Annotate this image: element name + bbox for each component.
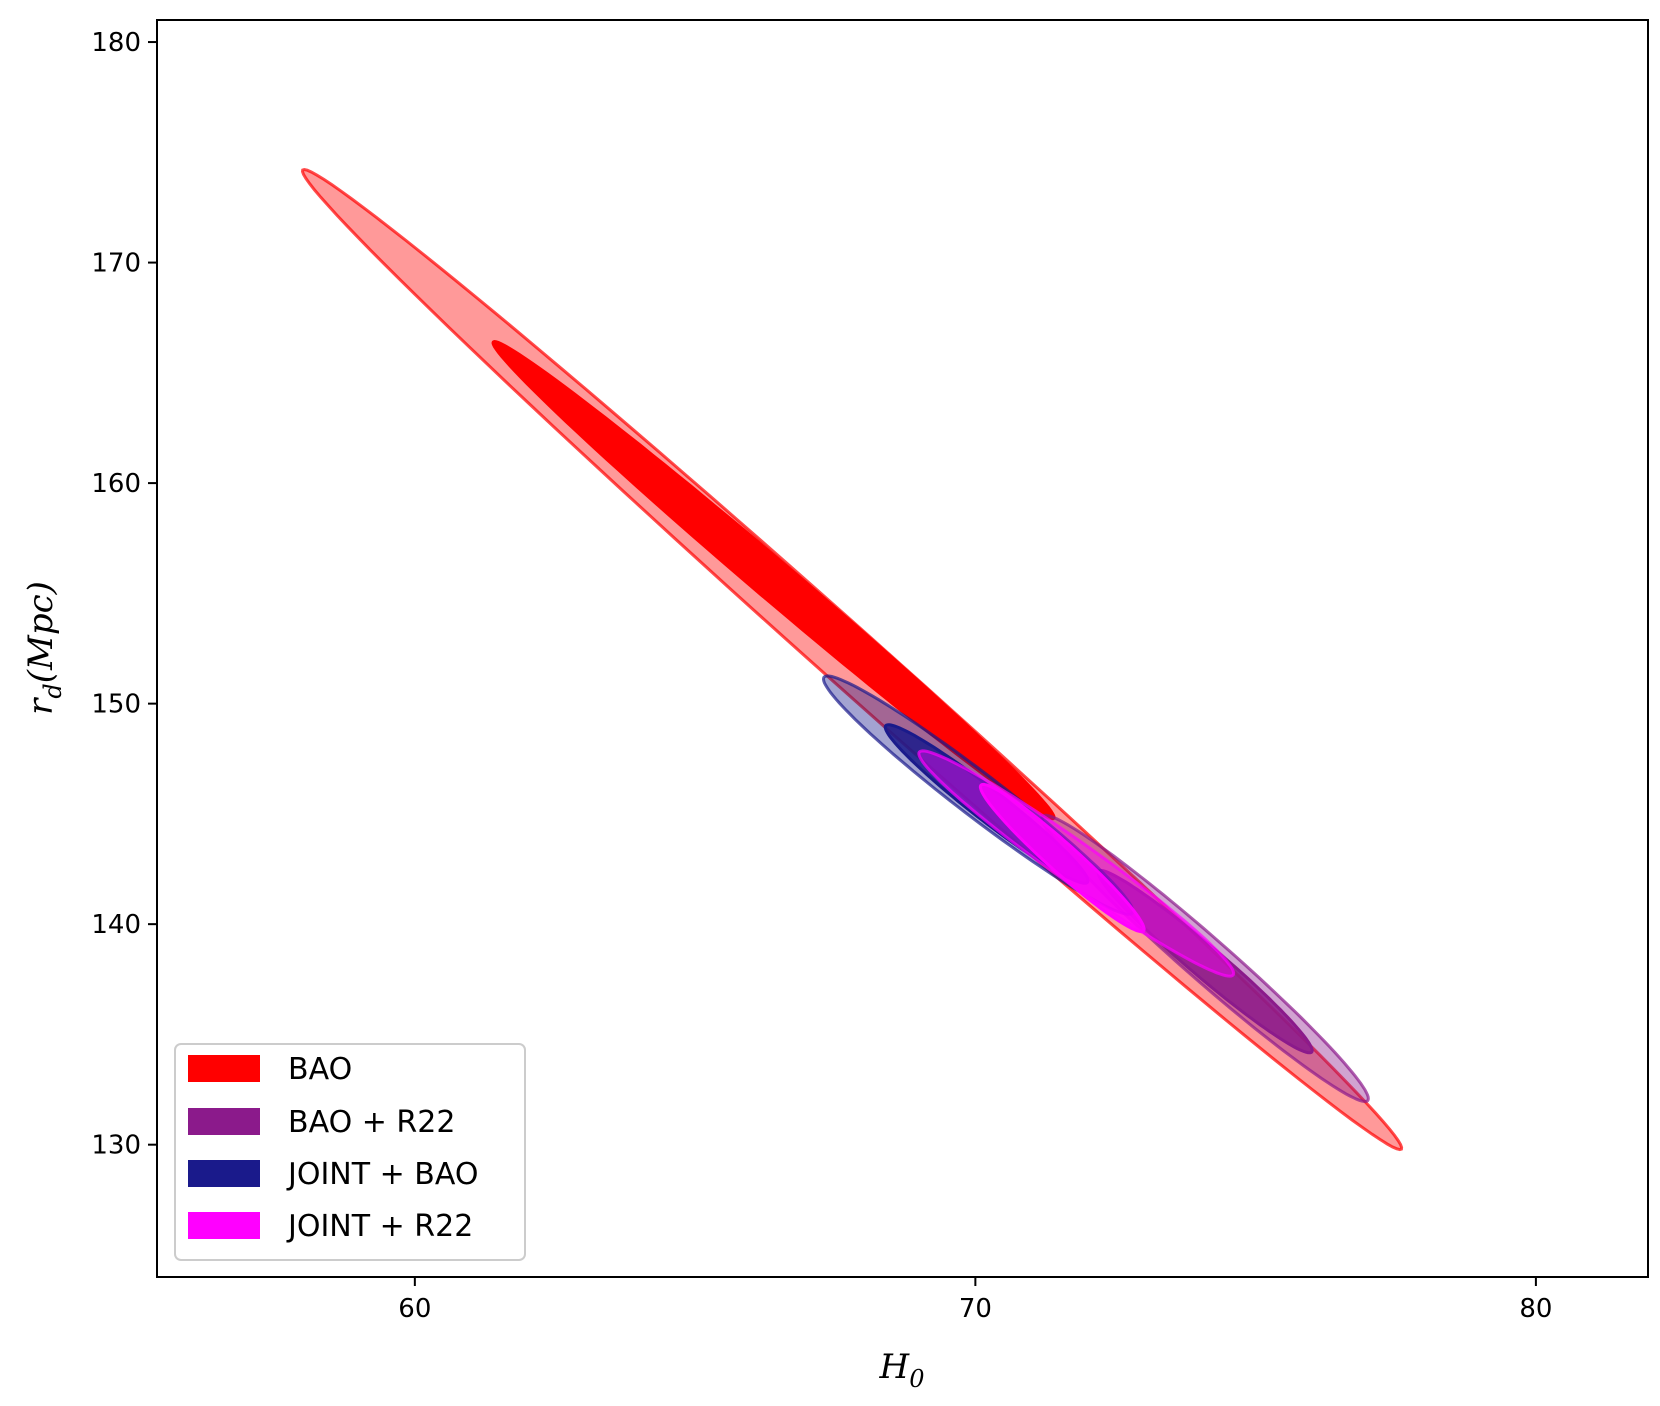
legend-label-joint-bao: JOINT + BAO [286, 1157, 478, 1192]
axis-ticks: 60 70 80 130 140 150 160 170 180 [91, 28, 1552, 1324]
x-axis-label-subscript: 0 [909, 1365, 924, 1393]
legend-swatch-bao [188, 1055, 260, 1082]
y-axis-label-rest: (Mpc) [21, 581, 61, 683]
contour-layer [300, 167, 1404, 1152]
y-axis-label: rd(Mpc) [21, 581, 67, 715]
legend: BAO BAO + R22 JOINT + BAO JOINT + R22 [174, 1043, 526, 1261]
y-tick-label: 160 [91, 469, 141, 499]
legend-swatch-joint-r22 [188, 1212, 260, 1239]
y-tick-label: 180 [91, 28, 141, 58]
legend-label-bao: BAO [288, 1052, 352, 1087]
y-tick-label: 150 [91, 690, 141, 720]
x-axis-label: H0 [879, 1347, 925, 1393]
contour-bao-1sigma [491, 339, 1056, 821]
legend-frame [174, 1043, 526, 1261]
plot-frame [156, 19, 1649, 1278]
x-tick-label: 60 [398, 1294, 431, 1324]
legend-label-bao-r22: BAO + R22 [288, 1105, 455, 1140]
legend-label-joint-r22: JOINT + R22 [286, 1209, 473, 1244]
legend-swatch-bao-r22 [188, 1108, 260, 1135]
legend-swatch-joint-bao [188, 1160, 260, 1187]
y-axis-label-subscript: d [39, 683, 67, 698]
x-axis-label-main: H [879, 1347, 911, 1387]
contour-joint-r22-1sigma [978, 782, 1146, 934]
x-tick-label: 70 [959, 1294, 992, 1324]
y-tick-label: 140 [91, 910, 141, 940]
y-tick-label: 130 [91, 1131, 141, 1161]
y-axis-label-main: r [21, 697, 61, 715]
x-tick-label: 80 [1519, 1294, 1552, 1324]
y-tick-label: 170 [91, 249, 141, 279]
